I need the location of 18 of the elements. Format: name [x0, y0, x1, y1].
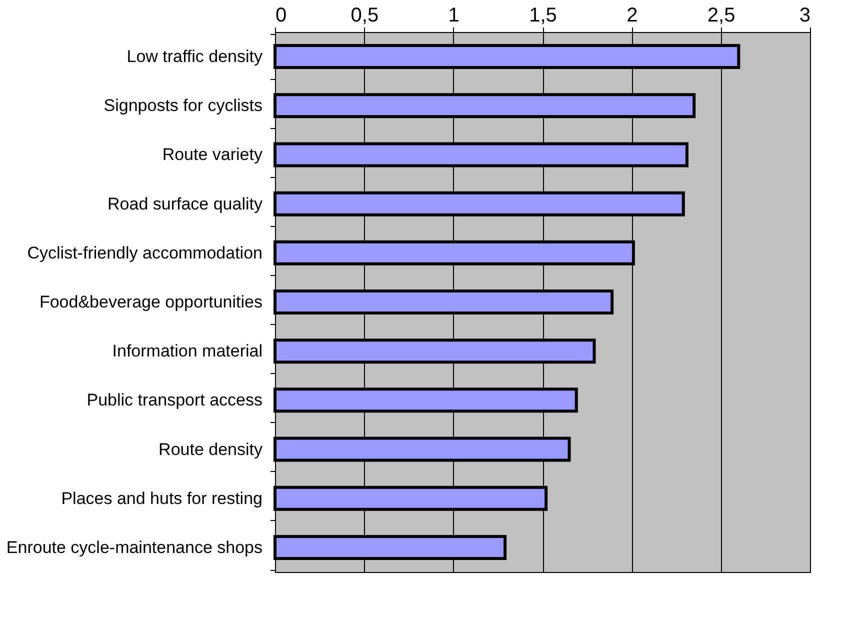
y-tick-label: Signposts for cyclists: [104, 96, 262, 116]
x-tick-label: 0: [276, 4, 287, 26]
y-tick-label: Route variety: [162, 145, 263, 164]
y-tick-label: Road surface quality: [108, 194, 263, 214]
y-tick-label: Route density: [158, 440, 263, 459]
y-tick-label: Public transport access: [86, 390, 262, 410]
y-tick-label: Information material: [112, 342, 262, 361]
y-tick-label: Places and huts for resting: [61, 488, 262, 508]
y-tick-label: Low traffic density: [126, 47, 263, 66]
x-tick-label: 3: [799, 4, 810, 26]
y-tick-label: Cyclist-friendly accommodation: [27, 243, 262, 262]
y-tick-label: Enroute cycle-maintenance shops: [6, 538, 262, 557]
x-tick-label: 2,5: [707, 4, 736, 26]
x-tick-label: 1,5: [529, 4, 557, 26]
x-tick-label: 2: [626, 4, 638, 26]
x-tick-label: 1: [448, 4, 460, 26]
x-tick-label: 0,5: [350, 4, 379, 26]
y-tick-label: Food&beverage opportunities: [39, 292, 262, 312]
